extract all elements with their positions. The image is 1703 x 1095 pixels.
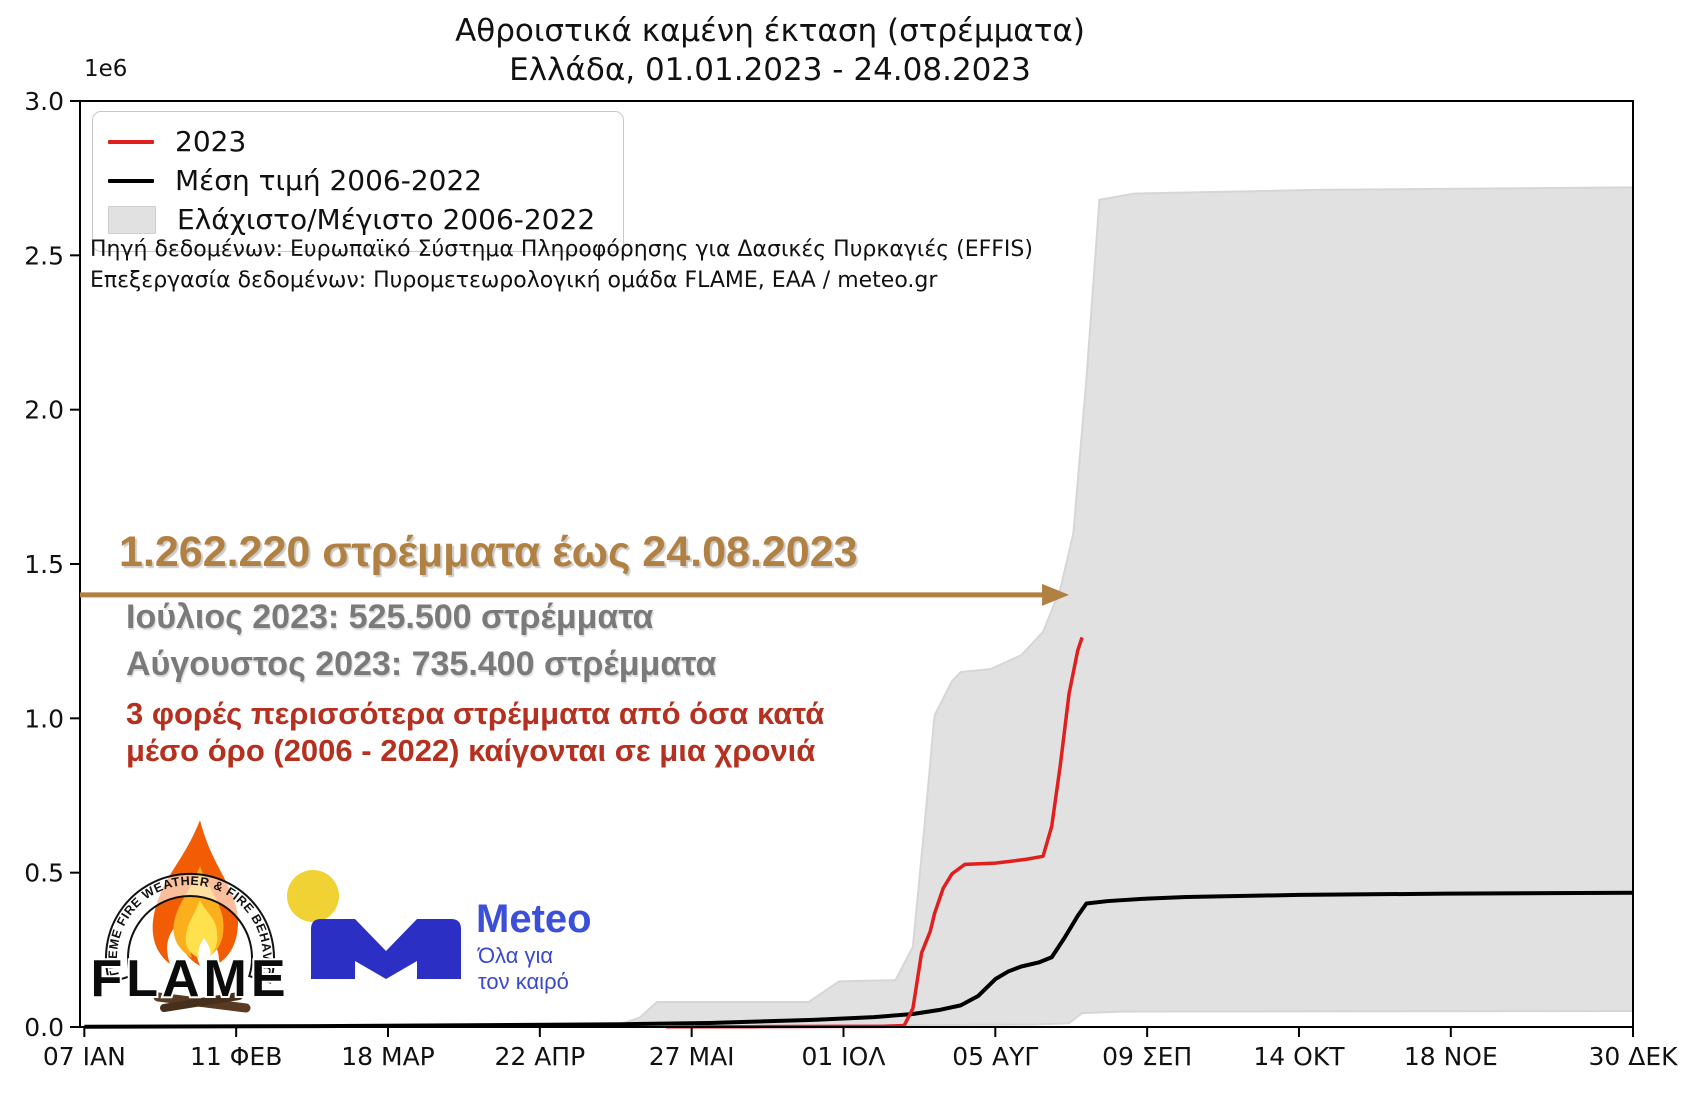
y-tick-label: 1.0 [24, 704, 64, 733]
minmax-band [83, 186, 1634, 1028]
meteo-m-icon [311, 919, 461, 979]
x-tick-label: 01 ΙΟΛ [802, 1042, 886, 1071]
legend-label-mean: Μέση τιμή 2006-2022 [175, 164, 483, 197]
series-line-Μέση τιμή 2006-2022 [84, 890, 1634, 1029]
legend-item-mean: Μέση τιμή 2006-2022 [108, 161, 595, 200]
flame-arch-band [105, 872, 275, 984]
plot-area: 07 ΙΑΝ 11 ΦΕΒ 18 ΜΑΡ 22 ΑΠΡ 27 ΜΑΙ 01 ΙΟΛ 05 Α… [24, 87, 1678, 1071]
x-tick-label: 22 ΑΠΡ [494, 1042, 585, 1071]
x-tick-label: 05 ΑΥΓ [952, 1042, 1038, 1071]
data-source-line1: Πηγή δεδομένων: Ευρωπαϊκό Σύστημα Πληροφ… [90, 237, 1033, 262]
total-burned-annotation: 1.262.220 στρέμματα έως 24.08.2023 [119, 528, 858, 576]
data-source-note: Πηγή δεδομένων: Ευρωπαϊκό Σύστημα Πληροφ… [90, 234, 1033, 296]
x-tick-label: 18 ΜΑΡ [341, 1042, 435, 1071]
annotation-arrow-head [1042, 583, 1070, 606]
comparison-annotation-line2: μέσο όρο (2006 - 2022) καίγονται σε μια … [126, 733, 816, 768]
legend-item-minmax: Ελάχιστο/Μέγιστο 2006-2022 [108, 200, 595, 239]
x-tick-label: 30 ΔΕΚ [1588, 1042, 1678, 1071]
x-tick-label: 09 ΣΕΠ [1102, 1042, 1192, 1071]
log-icon-2 [160, 992, 243, 1012]
data-source-line2: Επεξεργασία δεδομένων: Πυρομετεωρολογική… [90, 268, 938, 293]
x-tick-label: 14 ΟΚΤ [1253, 1042, 1345, 1071]
legend-line-swatch-mean [108, 178, 154, 183]
y-tick-label: 1.5 [24, 550, 64, 579]
comparison-annotation-line1: 3 φορές περισσότερα στρέμματα από όσα κα… [126, 696, 825, 731]
legend-patch-swatch-minmax [108, 205, 156, 234]
meteo-tagline-line1: Όλα για [477, 943, 553, 968]
flame-logo-wordmark: FLAME [90, 950, 289, 1008]
chart-title-line1: Αθροιστικά καμένη έκταση (στρέμματα) [455, 13, 1085, 49]
legend-item-2023: 2023 [108, 122, 595, 161]
august-annotation: Αύγουστος 2023: 735.400 στρέμματα [126, 645, 717, 683]
meteo-wordmark: Meteo [476, 897, 592, 941]
x-tick-label: 27 ΜΑΙ [649, 1042, 735, 1071]
x-tick-label: 11 ΦΕΒ [190, 1042, 282, 1071]
chart-title-line2: Ελλάδα, 01.01.2023 - 24.08.2023 [509, 52, 1031, 88]
y-axis-offset-label: 1e6 [84, 56, 128, 82]
flame-icon-core [185, 900, 218, 958]
y-tick-label: 0.5 [24, 859, 64, 888]
july-annotation: Ιούλιος 2023: 525.500 στρέμματα [126, 598, 654, 636]
meteo-tagline-line2: τον καιρό [478, 969, 569, 994]
legend-label-minmax: Ελάχιστο/Μέγιστο 2006-2022 [177, 203, 596, 236]
legend-label-2023: 2023 [175, 125, 247, 158]
legend: 2023 Μέση τιμή 2006-2022 Ελάχιστο/Μέγιστ… [92, 111, 625, 252]
meteo-sun-icon [287, 870, 339, 922]
y-tick-label: 2.0 [24, 396, 64, 425]
x-tick-label: 18 ΝΟΕ [1404, 1042, 1498, 1071]
y-tick-label: 0.0 [24, 1013, 64, 1042]
legend-line-swatch-2023 [108, 139, 154, 144]
y-tick-label: 2.5 [24, 241, 64, 270]
meteo-logo: Meteo Όλα για τον καιρό [287, 870, 592, 994]
y-tick-label: 3.0 [24, 87, 64, 116]
x-tick-label: 07 ΙΑΝ [43, 1042, 126, 1071]
chart-title: Αθροιστικά καμένη έκταση (στρέμματα) Ελλ… [0, 12, 1540, 90]
